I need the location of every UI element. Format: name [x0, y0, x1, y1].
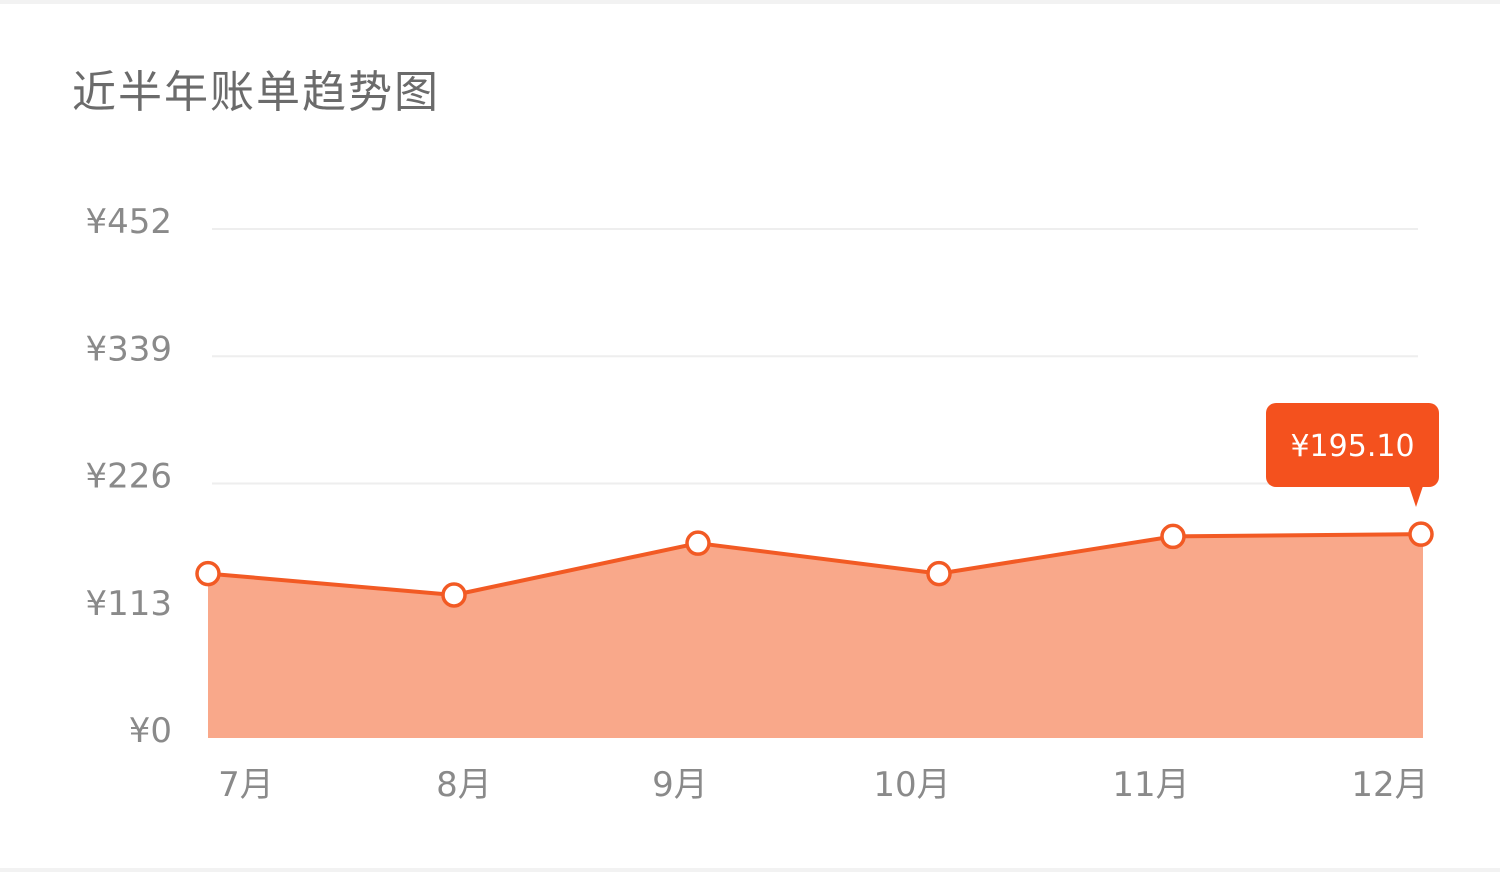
x-tick-label: 7月 [218, 765, 274, 805]
y-tick-label: ¥452 [85, 202, 172, 242]
x-tick-label: 12月 [1351, 765, 1428, 805]
x-tick-label: 11月 [1112, 765, 1189, 805]
tooltip-label: ¥195.10 [1290, 429, 1414, 464]
y-tick-label: ¥339 [85, 329, 172, 369]
x-tick-label: 9月 [652, 765, 708, 805]
x-tick-label: 8月 [436, 765, 492, 805]
y-tick-label: ¥113 [85, 584, 172, 624]
data-point[interactable] [1160, 523, 1186, 550]
tooltip-box [1266, 403, 1439, 487]
chart-title: 近半年账单趋势图 [72, 67, 440, 118]
x-tick-label: 10月 [873, 765, 950, 805]
series-line [207, 532, 1422, 597]
data-point[interactable] [1408, 521, 1434, 547]
y-tick-label: ¥226 [85, 457, 172, 497]
data-point[interactable] [685, 530, 711, 556]
data-point[interactable] [926, 560, 952, 587]
y-tick-label: ¥0 [129, 711, 172, 751]
data-point[interactable] [441, 582, 467, 608]
tooltip-pointer [1409, 486, 1423, 507]
area-fill [208, 534, 1423, 738]
data-point[interactable] [195, 560, 221, 587]
